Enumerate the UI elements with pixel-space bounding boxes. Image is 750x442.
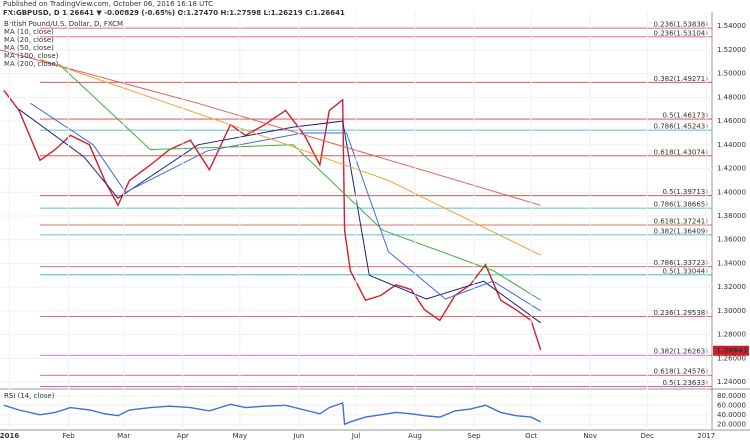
level-label: 0.786(1.33723) (654, 259, 709, 267)
series-line (58, 63, 541, 301)
legend-entry: MA (10, close) (4, 28, 54, 36)
level-label: 0.618(1.37241) (654, 218, 709, 226)
level-label: 0.5(1.46173) (662, 112, 708, 120)
x-tick-label: Sep (467, 432, 481, 440)
y-tick-label: 40.0000 (717, 411, 746, 419)
legend-entry: MA (200, close) (4, 60, 59, 68)
legend-entry: British Pound/U.S. Dollar, D, FXCM (4, 20, 123, 28)
x-tick-label: Jun (292, 432, 304, 440)
x-tick-label: 2016 (0, 432, 19, 440)
symbol-line: FX:GBPUSD, D 1.26641 ▼ -0.00829 (-0.65%)… (3, 9, 345, 17)
y-tick-label: 1.28000 (717, 331, 746, 339)
level-label: 0.5(1.23633) (662, 379, 708, 387)
last-price-label: 1.26641 (716, 347, 748, 355)
y-tick-label: 1.46000 (717, 117, 746, 125)
y-tick-label: 1.44000 (717, 141, 746, 149)
x-tick-label: Jul (351, 432, 361, 440)
series-line (30, 102, 541, 312)
y-tick-label: 80.0000 (717, 392, 746, 400)
y-tick-label: 1.48000 (717, 93, 746, 101)
legend-entry: MA (20, close) (4, 36, 54, 44)
series-line (3, 401, 542, 426)
x-tick-label: Aug (408, 432, 422, 440)
legend-entry: MA (100, close) (4, 52, 59, 60)
series-line (39, 58, 541, 256)
level-label: 0.5(1.33044) (662, 267, 708, 275)
x-tick-label: Dec (640, 432, 654, 440)
y-tick-label: 20.0000 (717, 420, 746, 428)
series-line (18, 108, 541, 324)
x-tick-label: Nov (583, 432, 597, 440)
level-label: 0.236(1.29538) (654, 309, 709, 317)
series-line (3, 89, 542, 351)
level-label: 0.786(1.38665) (654, 201, 709, 209)
y-tick-label: 1.52000 (717, 46, 746, 54)
y-tick-label: 60.0000 (717, 401, 746, 409)
level-label: 0.382(1.26263) (654, 348, 709, 356)
y-tick-label: 1.34000 (717, 259, 746, 267)
level-label: 0.382(1.49271) (654, 75, 709, 83)
x-tick-label: May (233, 432, 247, 440)
y-tick-label: 1.36000 (717, 236, 746, 244)
y-tick-label: 1.30000 (717, 307, 746, 315)
x-tick-label: Mar (117, 432, 130, 440)
y-tick-label: 1.40000 (717, 188, 746, 196)
y-tick-label: 1.42000 (717, 165, 746, 173)
y-tick-label: 1.32000 (717, 283, 746, 291)
level-label: 0.618(1.24576) (654, 368, 709, 376)
level-label: 0.786(1.45243) (654, 123, 709, 131)
level-label: 0.236(1.53104) (654, 29, 709, 37)
y-tick-label: 1.24000 (717, 378, 746, 386)
last-price-box (713, 345, 749, 356)
level-label: 0.618(1.43074) (654, 148, 709, 156)
level-label: 0.382(1.36409) (654, 227, 709, 235)
y-tick-label: 1.50000 (717, 70, 746, 78)
pane-title: RSI (14, close) (4, 392, 55, 400)
x-tick-label: Feb (62, 432, 75, 440)
published-note: Published on TradingView.com, October 06… (3, 0, 213, 8)
series-line (0, 49, 541, 206)
x-tick-label: Apr (177, 432, 189, 440)
level-label: 0.5(1.39713) (662, 188, 708, 196)
y-tick-label: 1.26000 (717, 354, 746, 362)
level-label: 0.236(1.53838) (654, 21, 709, 29)
y-tick-label: 1.54000 (717, 22, 746, 30)
legend-entry: MA (50, close) (4, 44, 54, 52)
x-tick-label: 2017 (697, 432, 715, 440)
x-tick-label: Oct (525, 432, 537, 440)
y-tick-label: 1.38000 (717, 212, 746, 220)
